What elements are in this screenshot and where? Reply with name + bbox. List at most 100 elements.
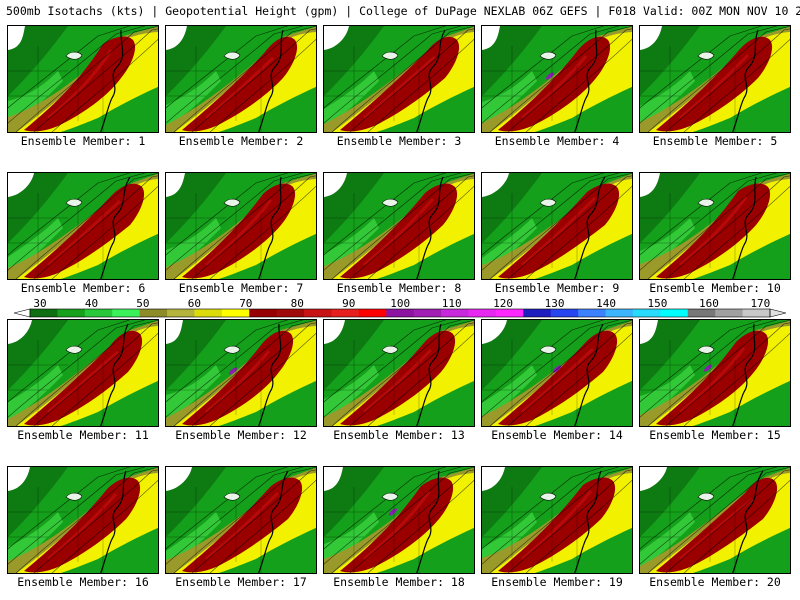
ensemble-member-label: Ensemble Member: 4 [494,134,620,148]
coastline [258,29,284,132]
ensemble-member-map [481,25,633,133]
jet-core-region [498,477,616,573]
colorbar-segment [57,309,86,317]
great-lakes [539,198,557,207]
ensemble-member-label: Ensemble Member: 18 [333,575,465,589]
great-lakes [381,51,399,60]
colorbar-segment [550,309,579,317]
ensemble-member-label: Ensemble Member: 7 [178,281,304,295]
colorbar-segment [112,309,141,317]
jet-core-region [656,183,771,279]
ensemble-member-label: Ensemble Member: 9 [494,281,620,295]
colorbar-segment [413,309,442,317]
calm-wind-region [482,320,507,344]
great-lakes [223,345,241,354]
colorbar-segment [304,309,332,317]
jet-core-region [24,330,143,426]
ensemble-member-map [323,172,475,280]
ensemble-member-label: Ensemble Member: 19 [491,575,623,589]
ensemble-member-map [165,319,317,427]
colorbar-tick-label: 90 [342,297,355,310]
jet-core-region [340,183,458,279]
colorbar-segment [605,309,634,317]
ensemble-member-map [481,172,633,280]
colorbar-segment [523,309,552,317]
jet-max-region [388,508,398,516]
coastline [100,29,124,132]
great-lakes [381,492,399,501]
coastline [100,470,127,573]
ensemble-member-map [165,25,317,133]
colorbar-tick-label: 80 [291,297,304,310]
colorbar-tick-label: 50 [136,297,149,310]
ensemble-member-label: Ensemble Member: 14 [491,428,623,442]
ensemble-member-map [323,25,475,133]
ensemble-member-label: Ensemble Member: 6 [20,281,146,295]
great-lakes [223,492,241,501]
calm-wind-region [166,173,185,197]
map-title: 500mb Isotachs (kts) | Geopotential Heig… [6,4,800,18]
colorbar-segment [139,309,168,317]
calm-wind-region [640,320,658,344]
great-lakes [697,51,715,60]
great-lakes [223,198,241,207]
calm-wind-region [8,320,32,344]
colorbar-segment [194,309,223,317]
coastline [732,176,757,279]
colorbar-tick-label: 100 [390,297,410,310]
ensemble-member-map [323,466,475,574]
coastline [416,176,444,279]
calm-wind-region [324,26,349,50]
coastline [258,176,282,279]
great-lakes [539,51,557,60]
calm-wind-region [640,26,662,50]
coastline [100,176,131,279]
great-lakes [381,345,399,354]
coastline [732,29,759,132]
calm-wind-region [482,467,505,491]
ensemble-member-label: Ensemble Member: 8 [336,281,462,295]
calm-wind-region [482,173,509,197]
colorbar-segment [632,309,661,317]
calm-wind-region [166,26,187,50]
coastline [574,29,598,132]
great-lakes [65,492,83,501]
calm-wind-region [640,467,667,491]
jet-core-region [498,183,620,279]
calm-wind-region [324,467,343,491]
colorbar-segment [742,309,771,317]
ensemble-member-map [481,466,633,574]
ensemble-member-label: Ensemble Member: 11 [17,428,149,442]
great-lakes [697,198,715,207]
great-lakes [223,51,241,60]
jet-core-region [182,477,303,573]
colorbar-tick-label: 110 [442,297,462,310]
calm-wind-region [8,173,34,197]
calm-wind-region [324,320,345,344]
ensemble-member-map [7,172,159,280]
great-lakes [65,51,83,60]
ensemble-member-map [323,319,475,427]
jet-max-region [228,367,238,375]
great-lakes [539,345,557,354]
colorbar-segment [167,309,195,317]
colorbar-segment [358,309,387,317]
jet-core-region [656,477,778,573]
colorbar-tick-label: 130 [545,297,565,310]
ensemble-member-map [7,319,159,427]
colorbar-segment [660,309,689,317]
colorbar-segment [84,309,113,317]
colorbar-segment [276,309,305,317]
colorbar-segment [495,309,524,317]
ensemble-member-label: Ensemble Member: 2 [178,134,304,148]
colorbar-tick-label: 70 [239,297,252,310]
calm-wind-region [166,320,183,344]
ensemble-member-map [165,466,317,574]
ensemble-member-map [165,172,317,280]
colorbar-arrow-left [13,308,31,318]
coastline [574,323,604,426]
calm-wind-region [8,26,25,50]
ensemble-member-map [7,25,159,133]
coastline [416,29,446,132]
colorbar-tick-label: 40 [85,297,98,310]
